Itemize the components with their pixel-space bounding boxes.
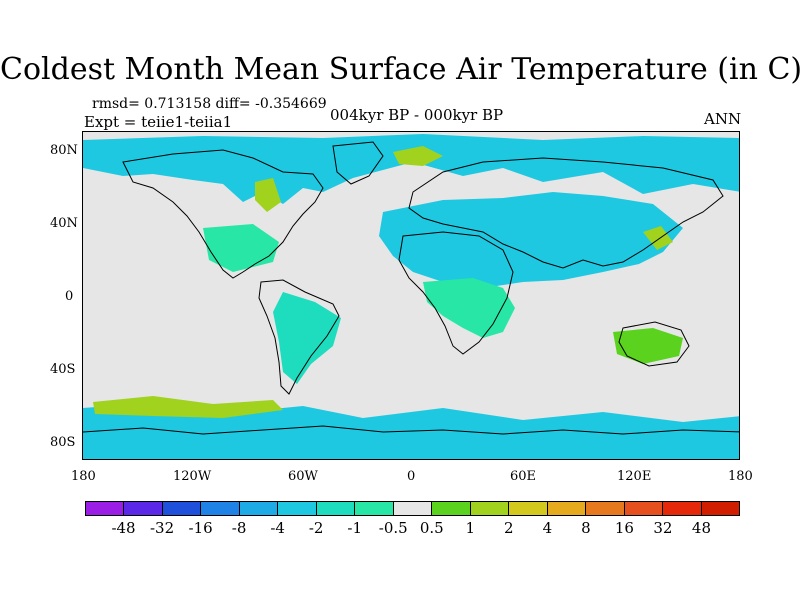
anomaly-region-eurasia [379, 192, 683, 288]
lat-label-80s: 80S [50, 435, 76, 450]
map-title: Coldest Month Mean Surface Air Temperatu… [0, 52, 800, 87]
anomaly-region-pacific-west [203, 224, 279, 272]
lat-label-0: 0 [65, 289, 74, 304]
anomaly-region-arctic [83, 134, 739, 204]
colorbar-swatch-7 [355, 502, 394, 515]
colorbar [85, 501, 740, 516]
colorbar-swatch-16 [701, 502, 739, 515]
colorbar-label: 32 [653, 519, 673, 537]
colorbar-label: -32 [149, 519, 175, 537]
colorbar-label: -16 [188, 519, 213, 537]
colorbar-label: 2 [504, 519, 514, 537]
colorbar-label: -2 [308, 519, 324, 537]
lon-label-120e: 120E [617, 469, 652, 484]
colorbar-swatch-0 [86, 502, 125, 515]
colorbar-label: -1 [347, 519, 363, 537]
colorbar-swatch-8 [393, 502, 433, 515]
anomaly-layer [83, 134, 739, 459]
colorbar-label: 48 [691, 519, 712, 537]
coastline-south-america [258, 279, 340, 395]
colorbar-swatch-13 [586, 502, 625, 515]
colorbar-swatch-9 [432, 502, 471, 515]
colorbar-swatch-14 [624, 502, 664, 515]
anomaly-region-southern-warm [93, 396, 283, 418]
coastline-north-america [122, 149, 324, 279]
anomaly-region-south-america [273, 292, 341, 384]
colorbar-swatch-2 [162, 502, 202, 515]
colorbar-swatch-12 [547, 502, 587, 515]
lat-label-40s: 40S [50, 362, 76, 377]
colorbar-label: -8 [231, 519, 247, 537]
lon-label-60w: 60W [288, 469, 318, 484]
coastline-greenland [332, 141, 384, 185]
colorbar-swatch-15 [663, 502, 702, 515]
colorbar-swatch-4 [239, 502, 279, 515]
colorbar-label: 4 [542, 519, 553, 537]
colorbar-label: 8 [581, 519, 591, 537]
lat-label-40n: 40N [50, 216, 78, 231]
coastlines [83, 141, 739, 435]
coastline-eurasia [408, 157, 724, 269]
lon-label-180e: 180 [728, 469, 753, 484]
season-label: ANN [704, 110, 742, 128]
colorbar-label: -4 [270, 519, 285, 537]
map-plot [83, 134, 739, 459]
coastline-australia [618, 321, 690, 367]
colorbar-label: 1 [465, 519, 476, 537]
lon-label-180w: 180 [71, 469, 96, 484]
lon-label-0: 0 [407, 469, 416, 484]
colorbar-label: 16 [614, 519, 634, 537]
colorbar-label: 0.5 [419, 519, 444, 537]
anomaly-region-africa [423, 278, 515, 338]
colorbar-swatch-5 [278, 502, 317, 515]
anomaly-region-australia-warm [613, 328, 683, 364]
lat-label-80n: 80N [50, 143, 78, 158]
colorbar-label: -48 [111, 519, 136, 537]
lon-label-60e: 60E [510, 469, 537, 484]
experiment-label: Expt = teiie1-teiia1 [84, 113, 233, 131]
coastline-antarctica [83, 425, 739, 435]
coastline-africa [398, 231, 514, 355]
colorbar-swatch-1 [124, 502, 163, 515]
anomaly-region-southern-ocean [83, 402, 739, 459]
colorbar-swatch-6 [316, 502, 356, 515]
lon-label-120w: 120W [173, 469, 212, 484]
map-panel [82, 131, 740, 460]
stats-text: rmsd= 0.713158 diff= -0.354669 [92, 96, 327, 112]
colorbar-swatch-3 [201, 502, 240, 515]
colorbar-swatch-11 [509, 502, 548, 515]
colorbar-label: -0.5 [378, 519, 408, 537]
colorbar-swatch-10 [470, 502, 510, 515]
period-label: 004kyr BP - 000kyr BP [330, 106, 504, 124]
